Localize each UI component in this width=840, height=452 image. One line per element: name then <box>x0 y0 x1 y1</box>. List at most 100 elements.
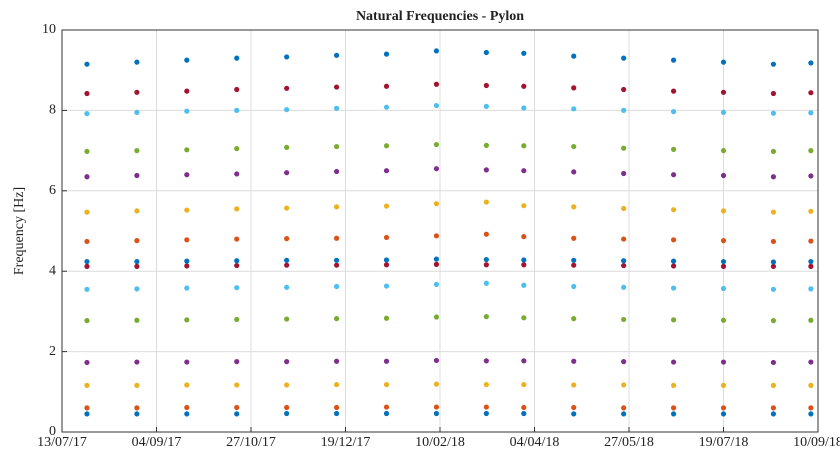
point <box>808 110 814 116</box>
point <box>621 405 627 411</box>
point <box>808 208 814 214</box>
point <box>284 54 290 60</box>
point <box>333 262 340 268</box>
point <box>433 357 440 364</box>
point <box>433 381 440 387</box>
point <box>571 283 577 290</box>
point <box>333 283 340 290</box>
point <box>770 359 777 366</box>
point <box>770 110 777 116</box>
point <box>808 317 814 323</box>
point <box>521 168 527 174</box>
point <box>383 51 390 57</box>
point <box>433 48 440 54</box>
point <box>284 144 290 150</box>
point <box>234 236 240 242</box>
point <box>284 262 290 268</box>
point <box>670 382 677 388</box>
point <box>670 88 677 94</box>
point <box>383 83 390 89</box>
point <box>184 147 190 153</box>
point <box>720 238 727 244</box>
point <box>670 263 677 269</box>
point <box>383 381 390 388</box>
point <box>483 231 489 237</box>
point <box>284 236 290 242</box>
point <box>433 261 440 267</box>
point <box>433 141 440 148</box>
point <box>571 169 577 175</box>
point <box>483 167 489 173</box>
x-tick-label: 13/07/17 <box>37 435 87 450</box>
y-tick-label: 0 <box>49 424 56 439</box>
point <box>383 203 390 209</box>
point <box>521 203 527 209</box>
point <box>808 382 814 388</box>
point <box>483 199 489 205</box>
point <box>84 263 90 269</box>
point <box>571 257 577 263</box>
y-tick-label: 8 <box>49 103 56 118</box>
point <box>234 107 240 113</box>
point <box>770 148 777 155</box>
point <box>84 209 90 215</box>
point <box>670 237 677 243</box>
x-tick-label: 19/12/17 <box>321 435 371 450</box>
point <box>433 410 440 417</box>
point <box>333 168 340 175</box>
point <box>383 143 390 149</box>
point <box>483 410 489 417</box>
point <box>134 208 140 214</box>
point <box>234 171 240 177</box>
point <box>720 148 727 154</box>
point <box>521 234 527 240</box>
point <box>521 282 527 288</box>
point <box>84 258 90 265</box>
point <box>284 316 290 322</box>
y-tick-label: 4 <box>49 263 56 278</box>
point <box>770 238 777 245</box>
x-tick-label: 10/09/18 <box>793 435 840 450</box>
point <box>483 262 489 268</box>
point <box>621 262 627 269</box>
point <box>84 90 90 97</box>
point <box>808 90 814 96</box>
point <box>234 285 240 291</box>
point <box>720 359 727 365</box>
point <box>483 280 489 286</box>
point <box>621 55 627 61</box>
point <box>84 286 90 292</box>
point <box>808 238 814 244</box>
point <box>770 411 777 417</box>
point <box>234 145 240 152</box>
point <box>333 358 340 364</box>
point <box>84 174 90 180</box>
point <box>521 143 527 149</box>
point <box>621 258 627 264</box>
point <box>621 170 627 177</box>
point <box>184 411 190 417</box>
point <box>720 382 727 388</box>
point <box>84 238 90 245</box>
point <box>84 61 90 67</box>
point <box>808 263 814 269</box>
point <box>383 104 390 110</box>
point <box>433 201 440 207</box>
point <box>808 258 814 265</box>
point <box>621 359 627 365</box>
point <box>134 359 140 365</box>
point <box>333 143 340 150</box>
point <box>571 262 577 268</box>
point <box>184 88 190 94</box>
point <box>433 233 440 239</box>
point <box>670 146 677 152</box>
point <box>808 286 814 292</box>
point <box>720 109 727 116</box>
point <box>84 318 90 324</box>
point <box>134 405 140 411</box>
point <box>483 256 489 263</box>
point <box>184 359 190 365</box>
point <box>433 314 440 320</box>
point <box>670 57 677 63</box>
